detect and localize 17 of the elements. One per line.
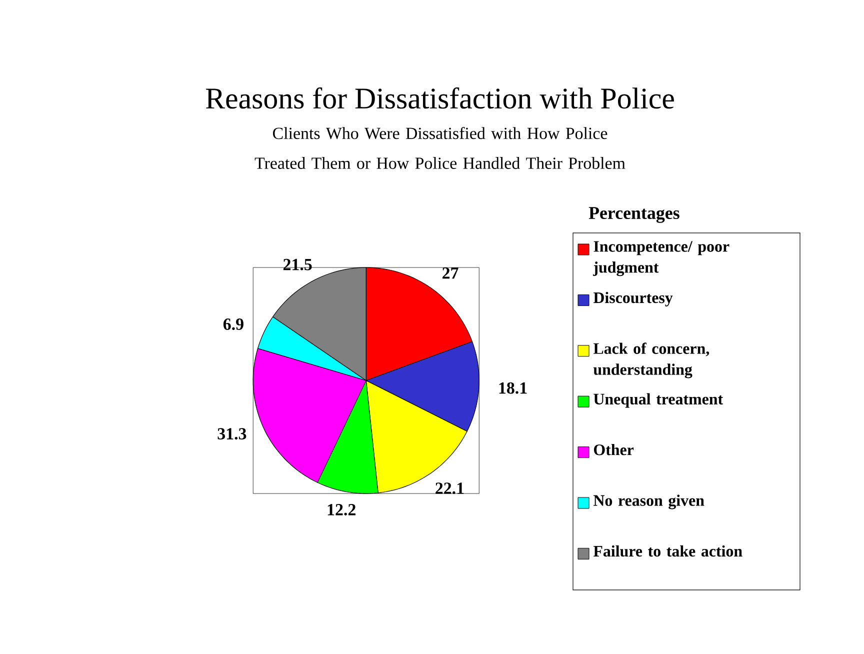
data-label: 27 [442, 267, 458, 279]
legend-label: Incompetence/ poor judgment [593, 241, 730, 276]
data-label: 21.5 [283, 258, 312, 270]
chart-subtitle: Clients Who Were Dissatisfied with How Police Treated Them or How Police Handled Their Problem [254, 127, 626, 169]
legend-label: Other [594, 444, 634, 456]
data-label: 6.9 [223, 318, 244, 330]
legend-label: Failure to take action [593, 545, 742, 557]
legend-label: Discourtesy [593, 292, 673, 306]
data-label: 31.3 [218, 428, 246, 440]
data-label: 12.2 [328, 504, 356, 516]
chart-title: Reasons for Dissatisfaction with Police [206, 87, 674, 109]
data-label: 22.1 [436, 482, 464, 494]
legend-label: Unequal treatment [594, 393, 724, 408]
legend-label: Lack of concern, understanding [593, 342, 710, 378]
legend-title: Percentages [588, 207, 680, 223]
legend-label: No reason given [594, 494, 704, 510]
data-label: 18.1 [499, 382, 527, 394]
